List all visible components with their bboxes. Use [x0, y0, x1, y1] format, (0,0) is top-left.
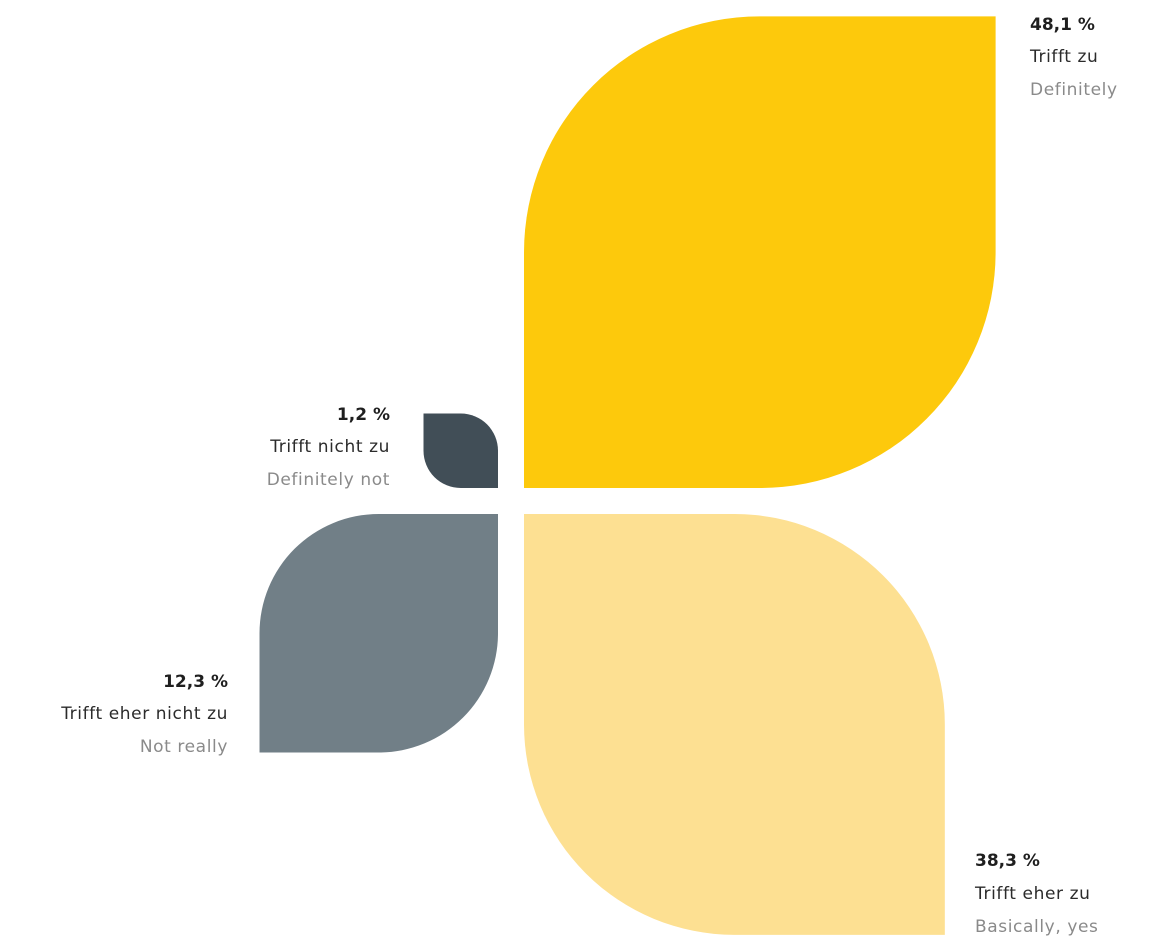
value-label-trifft-zu: 48,1 %	[1030, 15, 1095, 35]
leaf-trifft-zu	[524, 16, 996, 488]
label-de-trifft-eher-zu: Trifft eher zu	[974, 884, 1091, 904]
leaf-trifft-eher-nicht-zu	[260, 514, 498, 752]
leaf-trifft-nicht-zu	[424, 414, 498, 488]
value-label-trifft-eher-zu: 38,3 %	[975, 851, 1040, 871]
label-en-definitely: Definitely	[1030, 80, 1118, 100]
label-en-definitely-not: Definitely not	[267, 470, 390, 490]
value-label-trifft-nicht-zu: 1,2 %	[337, 405, 390, 425]
label-en-basically-yes: Basically, yes	[975, 917, 1099, 937]
label-de-trifft-zu: Trifft zu	[1029, 47, 1098, 67]
value-label-trifft-eher-nicht-zu: 12,3 %	[163, 672, 228, 692]
label-en-not-really: Not really	[140, 737, 228, 757]
label-de-trifft-nicht-zu: Trifft nicht zu	[269, 437, 390, 457]
leaf-trifft-eher-zu	[524, 514, 945, 935]
label-de-trifft-eher-nicht-zu: Trifft eher nicht zu	[60, 704, 228, 724]
